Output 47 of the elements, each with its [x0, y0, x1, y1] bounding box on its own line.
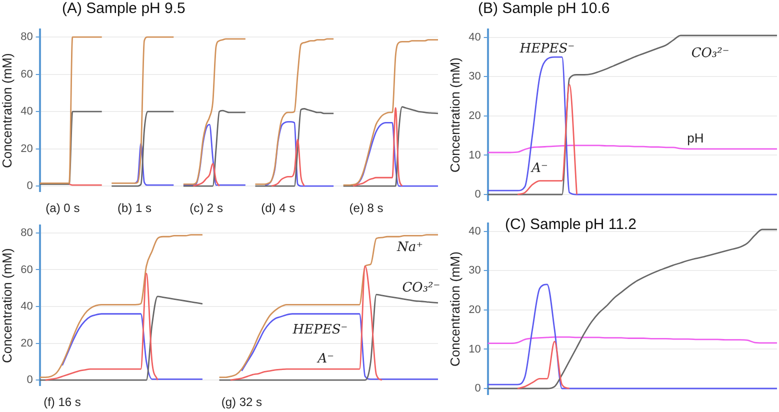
y-tick-label: 30: [468, 264, 481, 277]
y-axis-title: Concentration (mM): [0, 53, 14, 168]
y-tick-label: 60: [20, 68, 33, 80]
series-label: HEPES⁻: [292, 322, 348, 338]
series-label: CO₃²⁻: [691, 46, 730, 61]
line-series: [487, 144, 778, 154]
y-tick-label: 80: [20, 31, 33, 44]
y-tick-label: 0: [474, 188, 481, 201]
series-label: CO₃²⁻: [402, 280, 440, 296]
y-tick-label: 40: [468, 31, 481, 44]
y-tick-label: 30: [468, 70, 481, 83]
y-tick-label: 20: [468, 110, 481, 122]
line-series: [487, 284, 778, 390]
chart-title: (B) Sample pH 10.6: [478, 0, 610, 17]
series-label: pH: [687, 130, 704, 146]
y-axis-title: Concentration (mM): [0, 248, 14, 364]
series-label: HEPES⁻: [518, 41, 575, 56]
x-tick-label: (g) 32 s: [221, 395, 262, 410]
y-tick-label: 80: [20, 226, 33, 239]
y-tick-label: 20: [20, 337, 33, 350]
series-label: A⁻: [316, 351, 334, 366]
x-tick-label: (a) 0 s: [46, 201, 80, 216]
y-tick-label: 10: [468, 343, 481, 356]
chart-title: (C) Sample pH 11.2: [505, 216, 636, 233]
y-tick-label: 60: [20, 264, 33, 276]
y-tick-label: 20: [468, 304, 481, 316]
x-tick-label: (b) 1 s: [117, 201, 152, 216]
line-series: [516, 84, 578, 196]
x-tick-label: (f) 16 s: [44, 395, 81, 410]
series-label: Na⁺: [396, 240, 423, 256]
chart-title: (A) Sample pH 9.5: [62, 0, 186, 17]
y-axis-title: Concentration (mM): [447, 252, 462, 366]
x-tick-label: (d) 4 s: [261, 201, 296, 216]
y-axis-title: Concentration (mM): [447, 58, 462, 172]
y-tick-label: 10: [468, 149, 481, 162]
y-tick-label: 0: [26, 180, 33, 192]
series-label: A⁻: [530, 161, 548, 176]
x-tick-label: (e) 8 s: [349, 201, 384, 216]
y-tick-label: 40: [468, 225, 481, 238]
y-tick-label: 20: [20, 142, 33, 155]
line-series: [516, 340, 570, 390]
y-tick-label: 40: [20, 300, 33, 313]
y-tick-label: 0: [26, 374, 33, 386]
x-tick-label: (c) 2 s: [190, 201, 223, 216]
y-tick-label: 40: [20, 106, 33, 118]
line-series: [487, 336, 778, 344]
y-tick-label: 0: [474, 382, 481, 395]
